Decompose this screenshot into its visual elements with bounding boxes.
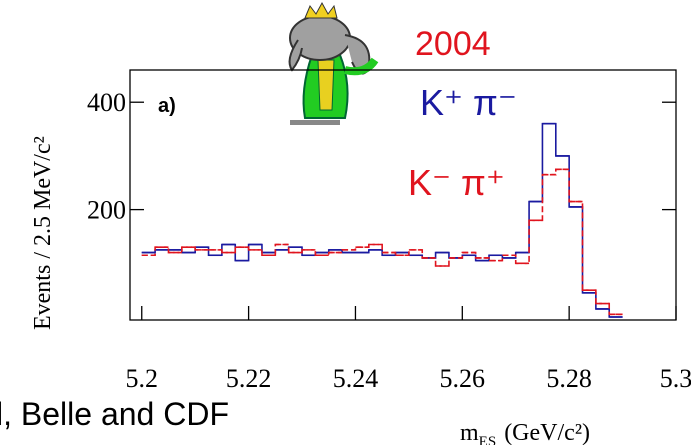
legend-entry: K⁺ π⁻ (420, 82, 517, 123)
panel-label: a) (158, 95, 176, 117)
y-axis-label: Events / 2.5 MeV/c² (30, 136, 56, 330)
x-tick-label: 5.2 (126, 364, 159, 393)
footer-text: l, Belle and CDF (0, 396, 229, 432)
x-label-unit: (GeV/c²) (504, 420, 590, 445)
x-tick-label: 5.22 (226, 364, 272, 393)
step-outline (142, 169, 623, 314)
plot-frame (130, 70, 676, 320)
x-label-symbol: m (460, 420, 479, 445)
chart: 2004 a) Events / 2.5 MeV/c² mES(GeV/c²) … (0, 0, 691, 445)
x-tick-label: 5.26 (440, 364, 486, 393)
step-outline (142, 124, 623, 317)
y-tick-label: 200 (87, 196, 126, 225)
mascot (290, 3, 375, 125)
page: {"chart_data": {"type": "histogram", "ye… (0, 0, 691, 445)
x-tick-label: 5.28 (546, 364, 592, 393)
year-label: 2004 (415, 25, 491, 63)
y-tick-label: 400 (87, 88, 126, 117)
x-axis-label: mES (GeV/c²) (460, 420, 590, 445)
x-label-subscript: ES (479, 434, 497, 445)
legend-entry: K⁻ π⁺ (408, 162, 505, 203)
x-tick-label: 5.24 (333, 364, 379, 393)
x-tick-label: 5.3 (660, 364, 691, 393)
